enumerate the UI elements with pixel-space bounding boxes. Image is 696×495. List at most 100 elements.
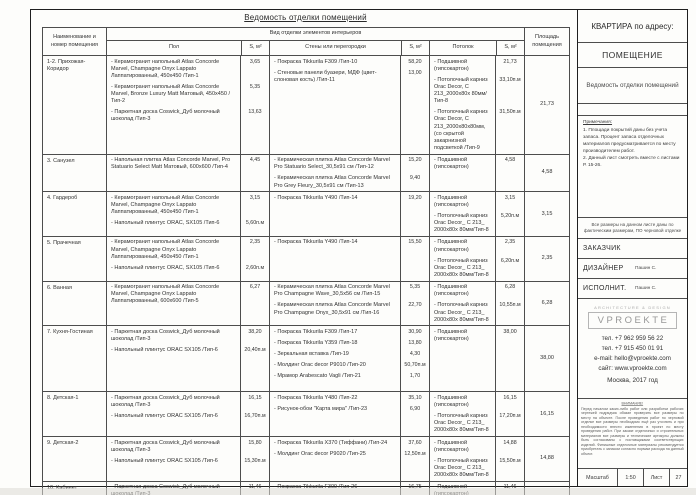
column-divider xyxy=(240,281,241,326)
finish-area-value: 14,88 xyxy=(503,439,517,446)
finish-area-value: 16,70п.м xyxy=(244,413,266,420)
finish-description: - Керамогранит напольный Atlas Concorde … xyxy=(111,58,220,79)
header-room: Наименование и номер помещения xyxy=(42,27,107,56)
phone-line: тел. +7 962 959 56 22 xyxy=(601,334,664,342)
finish-description: - Керамическая плитка Atlas Concorde Mar… xyxy=(274,175,390,189)
finish-area-value: 13,00 xyxy=(408,69,422,76)
finish-item: - Потолочный карниз Orac Decor, C 213_20… xyxy=(430,107,524,154)
room-name: 5. Прачечная xyxy=(42,235,107,282)
finish-area-value: 5,60п.м xyxy=(245,220,265,227)
finish-area-value: 22,70 xyxy=(408,302,422,309)
header-walls: Стены или перегородки xyxy=(269,40,402,56)
finish-area-value: 38,20 xyxy=(248,328,262,335)
fine-print-body: Перед началом каких-либо работ или разра… xyxy=(581,407,684,456)
role-row-designer: ДИЗАЙНЕР Пашин С. xyxy=(578,259,687,279)
finish-description: - Потолочный карниз Orac Decor_ C 213_ 2… xyxy=(434,457,489,479)
finish-area-value: 13,63 xyxy=(248,109,262,116)
finish-area-value: 15,30п.м xyxy=(244,457,266,464)
finish-area-value: 1,70 xyxy=(409,373,421,380)
floor-finishes: - Керамогранит напольный Atlas Concorde … xyxy=(106,280,270,327)
ceiling-finishes: - Подшивной (гипсокартон) 38,00 xyxy=(428,325,526,393)
brand-tagline: ARCHITECTURE & DESIGN xyxy=(594,305,671,310)
room-area-value: 16,15 xyxy=(524,391,571,438)
finish-area-value: 5,20п.м xyxy=(500,213,520,220)
finish-area-value: 2,60п.м xyxy=(245,264,265,271)
finish-description: - Напольный плинтус ORAC SX105 /Тип-6 xyxy=(111,457,218,464)
finish-area-value: 11,46 xyxy=(496,482,524,495)
finish-description: - Стеновые панели буазери, МДФ (цвет-сло… xyxy=(274,69,377,83)
finish-item: - Потолочный карниз Orac Decor_ C 213_ 2… xyxy=(430,411,524,436)
sheet-number: 27 xyxy=(675,474,682,481)
role-label: ИСПОЛНИТ. xyxy=(583,285,627,292)
wall-finishes: - Покраска Tikkurila F309 /Тип-10 58,20 - … xyxy=(269,55,430,155)
finish-area-value: 2,35 xyxy=(249,239,261,246)
scale-value: 1:50 xyxy=(618,469,644,486)
wall-finishes: - Покраска Tikkurila F309 /Тип-17 30,90- … xyxy=(269,325,430,393)
column-divider xyxy=(495,437,497,481)
finish-item: - Молдинг Orac decor P9020 /Тип-25 12,50п… xyxy=(270,448,429,459)
header-ceiling: Потолок xyxy=(429,40,497,56)
finish-area-value: 10,55п.м xyxy=(499,302,521,309)
column-divider xyxy=(400,192,401,236)
dimensions-note: Все размеры на данном листе даны по факт… xyxy=(578,218,687,239)
finish-item: - Керамогранит напольный Atlas Concorde … xyxy=(107,192,269,217)
finish-area-value: 5,35 xyxy=(409,284,421,291)
room-name: 3. Санузел xyxy=(42,153,107,193)
column-divider xyxy=(400,281,401,326)
finish-description: - Паркетная доска Coswick_Дуб молочный ш… xyxy=(111,439,220,453)
wall-finishes: - Керамическая плитка Atlas Concorde Mar… xyxy=(269,280,430,327)
finish-description: - Молдинг Orac decor P9010 /Тип-20 xyxy=(274,362,366,369)
finish-area-value: 6,28 xyxy=(504,284,516,291)
finish-item: - Покраска Tikkurila F309 /Тип-10 58,20 xyxy=(270,56,429,67)
room-name: 6. Ванная xyxy=(42,280,107,327)
column-divider xyxy=(240,192,241,236)
finish-description: - Потолочный карниз Orac Decor_ C 213_ 2… xyxy=(434,413,489,434)
finish-item: - Подшивной (гипсокартон) 21,73 xyxy=(430,56,524,74)
finish-item: - Паркетная доска Coswick_Дуб молочный ш… xyxy=(107,326,269,344)
room-name: 7. Кухня-Гостиная xyxy=(42,325,107,393)
finish-item: - Покраска Tikkurila Y359 /Тип-18 13,80 xyxy=(270,338,429,349)
phone-line: тел. +7 915 450 01 91 xyxy=(601,344,664,352)
table-row: 4. Гардероб - Керамогранит напольный Atla… xyxy=(42,191,571,237)
finish-area-value: 2,35 xyxy=(504,239,516,246)
role-value: Пашин С. xyxy=(635,266,657,271)
finish-area-value: 9,40 xyxy=(409,175,421,182)
header-floor: Пол xyxy=(106,40,242,56)
finish-description: - Потолочный карниз Orac Decor_ C 213_ 2… xyxy=(434,257,489,279)
table-row: 7. Кухня-Гостиная - Паркетная доска Coswi… xyxy=(42,325,571,393)
fine-print-text: ВНИМАНИЕ! Перед началом каких-либо работ… xyxy=(581,402,684,457)
finish-area-value: 5,35 xyxy=(249,83,261,90)
table-row: 8. Детская-1 - Паркетная доска Coswick_Ду… xyxy=(42,391,571,438)
wall-finishes: - Покраска Tikkurila Y480 /Тип-22 35,10- … xyxy=(269,391,430,438)
finish-area-value: 15,50 xyxy=(408,239,422,246)
finish-area-value: 37,60 xyxy=(408,439,422,446)
finish-description: - Паркетная доска Coswick_Дуб молочный ш… xyxy=(111,109,220,123)
finish-item: - Зеркальная вставка /Тип-19 4,30 xyxy=(270,349,429,360)
wall-finishes: - Покраска Tikkurila Y490 /Тип-14 19,20 xyxy=(269,191,430,237)
column-divider xyxy=(240,437,241,481)
scale-label: Масштаб xyxy=(578,469,618,486)
room-area-value: 3,15 xyxy=(524,191,571,237)
floor-finishes: - Паркетная доска Coswick_Дуб молочный ш… xyxy=(106,325,270,393)
column-divider xyxy=(240,154,241,192)
title-block: КВАРТИРА по адресу: ПОМЕЩЕНИЕ Ведомость … xyxy=(577,9,688,487)
finish-area-value: 16,15 xyxy=(503,394,517,401)
finish-area-value: 11,46 xyxy=(241,482,269,495)
finishing-table: Наименование и номер помещения Вид отдел… xyxy=(42,27,571,495)
room-name: 4. Гардероб xyxy=(42,191,107,237)
finish-area-value: 17,20п.м xyxy=(499,413,521,420)
column-divider xyxy=(400,437,401,481)
finish-item: - Потолочный карниз Orac Decor_ C 213_ 2… xyxy=(430,211,524,236)
finish-description: - Керамическая плитка Atlas Concorde Mar… xyxy=(274,302,390,316)
finish-description: - Паркетная доска Coswick_Дуб молочный ш… xyxy=(111,394,220,408)
brand-block: ARCHITECTURE & DESIGN VPROEKTE тел. +7 9… xyxy=(578,299,687,399)
finishing-schedule: Ведомость отделки помещений Наименование… xyxy=(42,13,571,495)
role-label: ЗАКАЗЧИК xyxy=(583,245,621,252)
room-area-value: 2,35 xyxy=(524,235,571,282)
column-divider xyxy=(495,326,497,392)
finish-description: - Напольный плинтус ORAC SX105 /Тип-6 xyxy=(111,347,218,354)
room-name: 9. Детская-2 xyxy=(42,436,107,482)
header-finish-group: Вид отделки элементов интерьеров xyxy=(105,27,526,41)
header-ceiling-area: S, м² xyxy=(495,40,526,56)
